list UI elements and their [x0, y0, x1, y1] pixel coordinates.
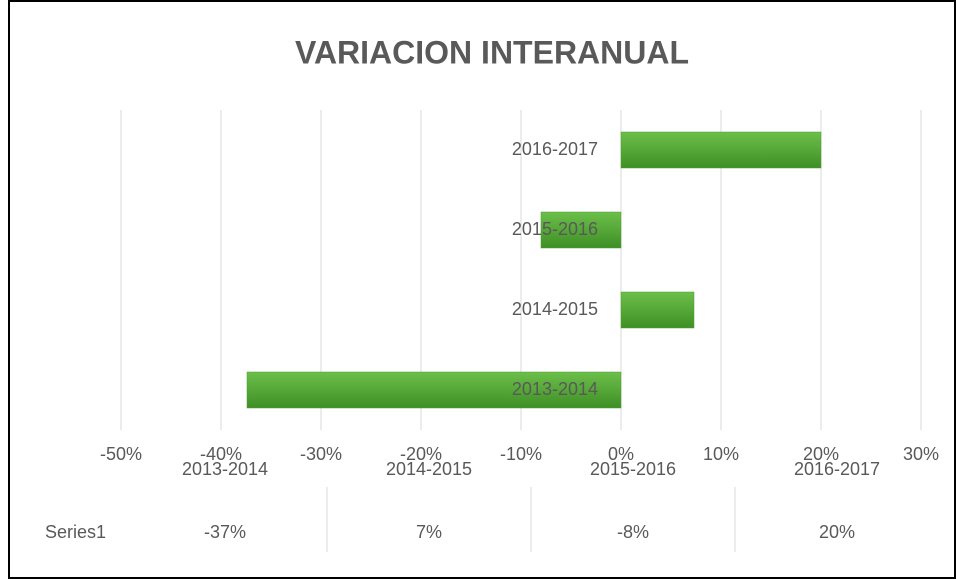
- x-tick-label: 20%: [803, 444, 839, 464]
- x-tick-label: -40%: [200, 444, 242, 464]
- y-tick-label: 2015-2016: [512, 219, 598, 239]
- table-value: -37%: [204, 522, 246, 542]
- bar: [540, 211, 622, 249]
- x-tick-label: 10%: [703, 444, 739, 464]
- x-tick-label: 30%: [903, 444, 939, 464]
- table-header: 2015-2016: [590, 459, 676, 479]
- y-tick-label: 2016-2017: [512, 139, 598, 159]
- x-tick-label: -10%: [500, 444, 542, 464]
- table-value: 20%: [819, 522, 855, 542]
- table-series-name: Series1: [45, 522, 106, 542]
- x-tick-label: -20%: [400, 444, 442, 464]
- table-value: 7%: [416, 522, 442, 542]
- x-tick-label: 0%: [608, 444, 634, 464]
- x-tick-label: -50%: [100, 444, 142, 464]
- x-tick-label: -30%: [300, 444, 342, 464]
- chart-border: [8, 0, 956, 579]
- table-value: -8%: [617, 522, 649, 542]
- y-tick-label: 2013-2014: [512, 379, 598, 399]
- table-header: 2013-2014: [182, 459, 268, 479]
- y-tick-label: 2014-2015: [512, 299, 598, 319]
- bar: [620, 131, 822, 169]
- table-header: 2014-2015: [386, 459, 472, 479]
- table-header: 2016-2017: [794, 459, 880, 479]
- bar: [246, 371, 622, 409]
- chart-title: VARIACION INTERANUAL: [295, 34, 689, 70]
- bar: [620, 291, 695, 329]
